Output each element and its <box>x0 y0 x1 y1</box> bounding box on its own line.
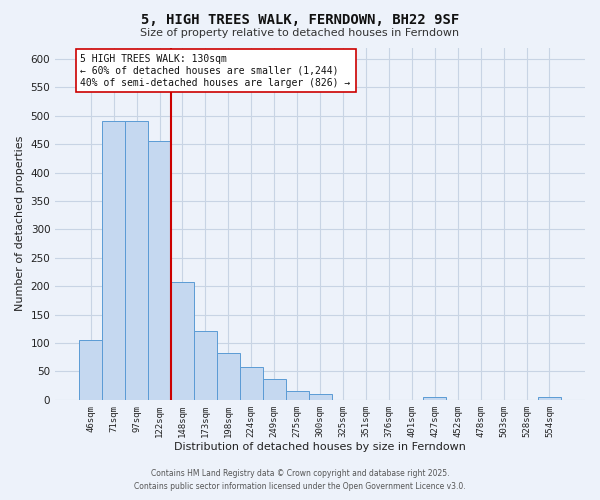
Bar <box>194 330 217 400</box>
Bar <box>240 367 263 400</box>
Bar <box>423 397 446 400</box>
Bar <box>263 379 286 400</box>
Text: Size of property relative to detached houses in Ferndown: Size of property relative to detached ho… <box>140 28 460 38</box>
Bar <box>102 122 125 400</box>
Bar <box>79 340 102 400</box>
X-axis label: Distribution of detached houses by size in Ferndown: Distribution of detached houses by size … <box>174 442 466 452</box>
Text: Contains HM Land Registry data © Crown copyright and database right 2025.
Contai: Contains HM Land Registry data © Crown c… <box>134 469 466 491</box>
Text: 5 HIGH TREES WALK: 130sqm
← 60% of detached houses are smaller (1,244)
40% of se: 5 HIGH TREES WALK: 130sqm ← 60% of detac… <box>80 54 350 88</box>
Y-axis label: Number of detached properties: Number of detached properties <box>15 136 25 312</box>
Bar <box>148 142 171 400</box>
Text: 5, HIGH TREES WALK, FERNDOWN, BH22 9SF: 5, HIGH TREES WALK, FERNDOWN, BH22 9SF <box>141 12 459 26</box>
Bar <box>217 352 240 400</box>
Bar <box>308 394 332 400</box>
Bar <box>538 397 561 400</box>
Bar <box>125 122 148 400</box>
Bar <box>171 282 194 400</box>
Bar <box>286 392 308 400</box>
